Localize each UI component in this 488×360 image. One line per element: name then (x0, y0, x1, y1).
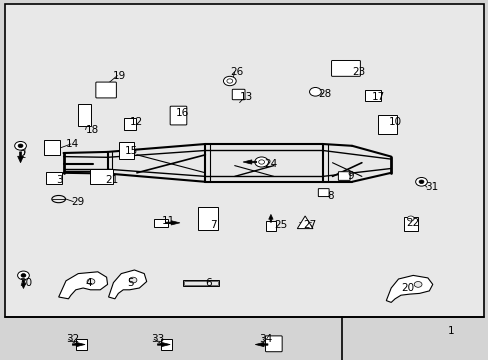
Text: 13: 13 (239, 92, 252, 102)
Text: 9: 9 (346, 171, 353, 181)
FancyBboxPatch shape (124, 118, 136, 130)
FancyArrow shape (157, 342, 170, 347)
FancyArrow shape (18, 152, 23, 163)
FancyBboxPatch shape (331, 60, 360, 76)
Text: 2: 2 (20, 150, 26, 160)
Circle shape (407, 216, 413, 221)
Bar (184, 281, 217, 285)
Circle shape (15, 141, 26, 150)
Text: 16: 16 (176, 108, 189, 118)
Text: 21: 21 (105, 175, 118, 185)
FancyBboxPatch shape (170, 106, 186, 125)
Text: 28: 28 (317, 89, 330, 99)
FancyBboxPatch shape (76, 339, 86, 350)
Text: 30: 30 (20, 278, 33, 288)
Text: 6: 6 (205, 278, 212, 288)
FancyArrow shape (72, 342, 85, 347)
FancyBboxPatch shape (43, 140, 60, 155)
Text: 27: 27 (303, 220, 316, 230)
FancyArrow shape (166, 221, 180, 225)
Bar (183, 280, 218, 286)
Text: 26: 26 (229, 67, 243, 77)
FancyBboxPatch shape (338, 172, 349, 180)
Circle shape (254, 157, 268, 167)
Circle shape (415, 177, 427, 186)
Text: 7: 7 (210, 220, 217, 230)
Text: 5: 5 (127, 278, 134, 288)
Circle shape (87, 279, 95, 284)
Circle shape (258, 160, 264, 164)
Text: 24: 24 (264, 159, 277, 169)
FancyBboxPatch shape (90, 169, 113, 184)
Polygon shape (297, 216, 312, 229)
FancyBboxPatch shape (46, 172, 61, 184)
FancyBboxPatch shape (265, 221, 275, 231)
Text: 23: 23 (351, 67, 365, 77)
Text: 18: 18 (85, 125, 99, 135)
FancyBboxPatch shape (378, 115, 396, 134)
FancyBboxPatch shape (365, 90, 380, 101)
Text: 8: 8 (327, 191, 334, 201)
Text: 4: 4 (85, 278, 92, 288)
Text: 31: 31 (425, 182, 438, 192)
Circle shape (413, 282, 421, 287)
FancyBboxPatch shape (96, 82, 116, 98)
FancyBboxPatch shape (265, 336, 282, 352)
FancyBboxPatch shape (318, 189, 328, 197)
FancyBboxPatch shape (232, 89, 244, 100)
Circle shape (309, 87, 321, 96)
Text: 17: 17 (371, 92, 384, 102)
Text: 22: 22 (405, 218, 418, 228)
Circle shape (18, 144, 23, 148)
FancyBboxPatch shape (153, 219, 168, 227)
FancyBboxPatch shape (161, 339, 171, 350)
FancyArrow shape (21, 280, 26, 289)
Text: 34: 34 (259, 334, 272, 344)
Circle shape (129, 277, 137, 283)
Circle shape (418, 180, 423, 184)
Text: 25: 25 (273, 220, 286, 230)
FancyArrow shape (243, 160, 256, 164)
Text: 12: 12 (129, 117, 142, 127)
Text: 15: 15 (124, 146, 138, 156)
Circle shape (18, 271, 29, 280)
FancyBboxPatch shape (78, 104, 91, 126)
FancyArrow shape (255, 342, 267, 347)
Circle shape (226, 79, 232, 83)
Text: 32: 32 (66, 334, 79, 344)
Text: 14: 14 (66, 139, 79, 149)
FancyBboxPatch shape (404, 217, 417, 231)
Text: 1: 1 (447, 326, 453, 336)
Text: 10: 10 (388, 117, 401, 127)
Text: 33: 33 (151, 334, 164, 344)
Text: 29: 29 (71, 197, 84, 207)
Text: 20: 20 (400, 283, 413, 293)
Text: 11: 11 (161, 216, 174, 226)
Polygon shape (386, 275, 432, 302)
Polygon shape (59, 272, 107, 299)
Circle shape (223, 76, 236, 86)
FancyBboxPatch shape (5, 4, 483, 317)
Polygon shape (108, 270, 146, 299)
Text: 3: 3 (56, 175, 63, 185)
Text: 19: 19 (112, 71, 125, 81)
FancyBboxPatch shape (119, 142, 134, 159)
Bar (198, 207, 217, 230)
Circle shape (21, 274, 26, 277)
FancyArrow shape (268, 215, 272, 222)
